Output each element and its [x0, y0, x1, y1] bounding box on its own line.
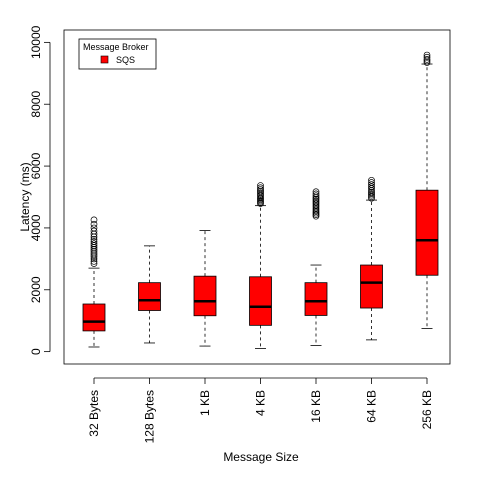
x-tick-label: 128 Bytes [143, 390, 157, 443]
outlier-point [368, 183, 375, 191]
outlier-point [312, 192, 320, 200]
outlier-point [90, 240, 98, 248]
outlier-point [368, 191, 375, 199]
outlier-point [423, 59, 431, 66]
y-tick-label: 2000 [29, 276, 43, 303]
iqr-box [304, 282, 328, 316]
outlier-point [90, 251, 98, 259]
x-tick-label: 4 KB [254, 390, 268, 416]
outlier-point [312, 190, 320, 198]
iqr-box [193, 275, 217, 317]
box-group [82, 216, 106, 348]
outlier-point [368, 188, 375, 196]
legend: Message Broker SQS [78, 38, 157, 70]
outlier-point [257, 190, 264, 198]
legend-entry-sqs: SQS [116, 55, 135, 65]
y-tick-label: 8000 [29, 91, 43, 118]
iqr-box [415, 189, 439, 276]
legend-swatch-sqs [100, 55, 109, 64]
outlier-point [312, 195, 320, 203]
outlier-point [90, 257, 98, 265]
box-group [138, 245, 161, 344]
x-tick-label: 1 KB [198, 390, 212, 416]
outlier-point [257, 182, 264, 189]
iqr-box [249, 276, 272, 326]
outlier-point [90, 253, 98, 261]
outlier-point [90, 220, 98, 228]
outlier-point [368, 176, 375, 184]
outlier-point [90, 245, 98, 253]
x-axis-label: Message Size [223, 450, 299, 464]
box-group [249, 182, 272, 349]
x-axis: 32 Bytes 128 Bytes 1 KB 4 KB 16 KB 64 KB 256 K… [87, 377, 434, 443]
legend-title: Message Broker [83, 42, 149, 52]
outlier-point [90, 216, 98, 224]
outlier-point [90, 247, 98, 255]
outlier-point [368, 181, 375, 188]
legend-box [78, 38, 157, 70]
y-tick-label: 4000 [29, 214, 43, 241]
x-tick-label: 256 KB [420, 390, 434, 429]
outlier-point [90, 249, 98, 257]
y-axis: 0 2000 4000 6000 8000 10000 [29, 25, 51, 355]
x-tick-label: 64 KB [365, 390, 379, 423]
iqr-box [138, 282, 161, 311]
outlier-point [368, 179, 375, 186]
outlier-point [312, 197, 320, 205]
x-tick-label: 32 Bytes [87, 390, 101, 437]
outlier-point [257, 189, 264, 197]
y-axis-label: Latency (ms) [18, 162, 32, 231]
iqr-box [82, 303, 106, 332]
outlier-point [423, 53, 431, 61]
box-group [193, 229, 217, 347]
outlier-point [312, 198, 320, 206]
outlier-point [423, 56, 431, 63]
iqr-box [360, 264, 383, 309]
box-group [304, 188, 328, 346]
plot-frame [63, 29, 451, 365]
y-tick-label: 6000 [29, 152, 43, 179]
outlier-point [90, 227, 98, 235]
outlier-point [257, 186, 264, 193]
outlier-point [368, 190, 375, 197]
outlier-point [90, 260, 98, 267]
outlier-point [90, 238, 98, 245]
plot-layer [82, 51, 439, 349]
outlier-point [257, 187, 264, 195]
outlier-point [423, 51, 431, 59]
box-group [415, 51, 439, 329]
outlier-point [90, 224, 98, 232]
y-tick-label: 0 [29, 348, 43, 355]
outlier-point [312, 188, 320, 196]
outlier-point [257, 184, 264, 192]
box-group [360, 176, 383, 341]
y-tick-label: 10000 [29, 25, 43, 59]
x-tick-label: 16 KB [309, 390, 323, 423]
outlier-point [90, 236, 98, 243]
